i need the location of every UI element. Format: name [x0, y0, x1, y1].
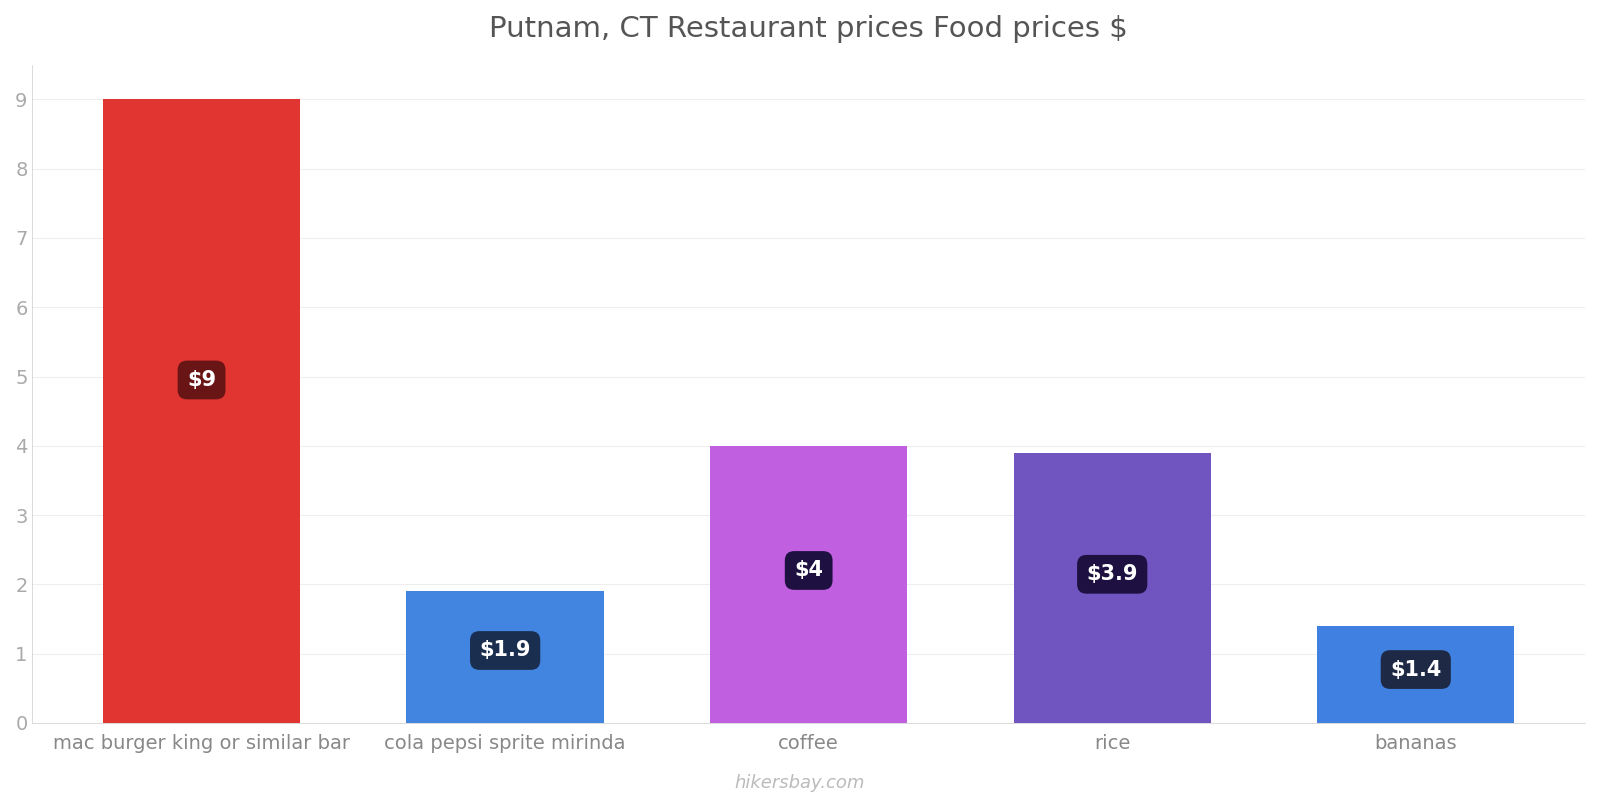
- Title: Putnam, CT Restaurant prices Food prices $: Putnam, CT Restaurant prices Food prices…: [490, 15, 1128, 43]
- Bar: [710, 446, 907, 723]
- Text: $4: $4: [794, 561, 822, 581]
- Text: $9: $9: [187, 370, 216, 390]
- Text: $3.9: $3.9: [1086, 564, 1138, 584]
- Bar: [406, 591, 603, 723]
- Bar: [102, 99, 301, 723]
- Text: $1.4: $1.4: [1390, 659, 1442, 679]
- Bar: [1317, 626, 1515, 723]
- Bar: [1013, 453, 1211, 723]
- Text: hikersbay.com: hikersbay.com: [734, 774, 866, 792]
- Text: $1.9: $1.9: [480, 641, 531, 661]
